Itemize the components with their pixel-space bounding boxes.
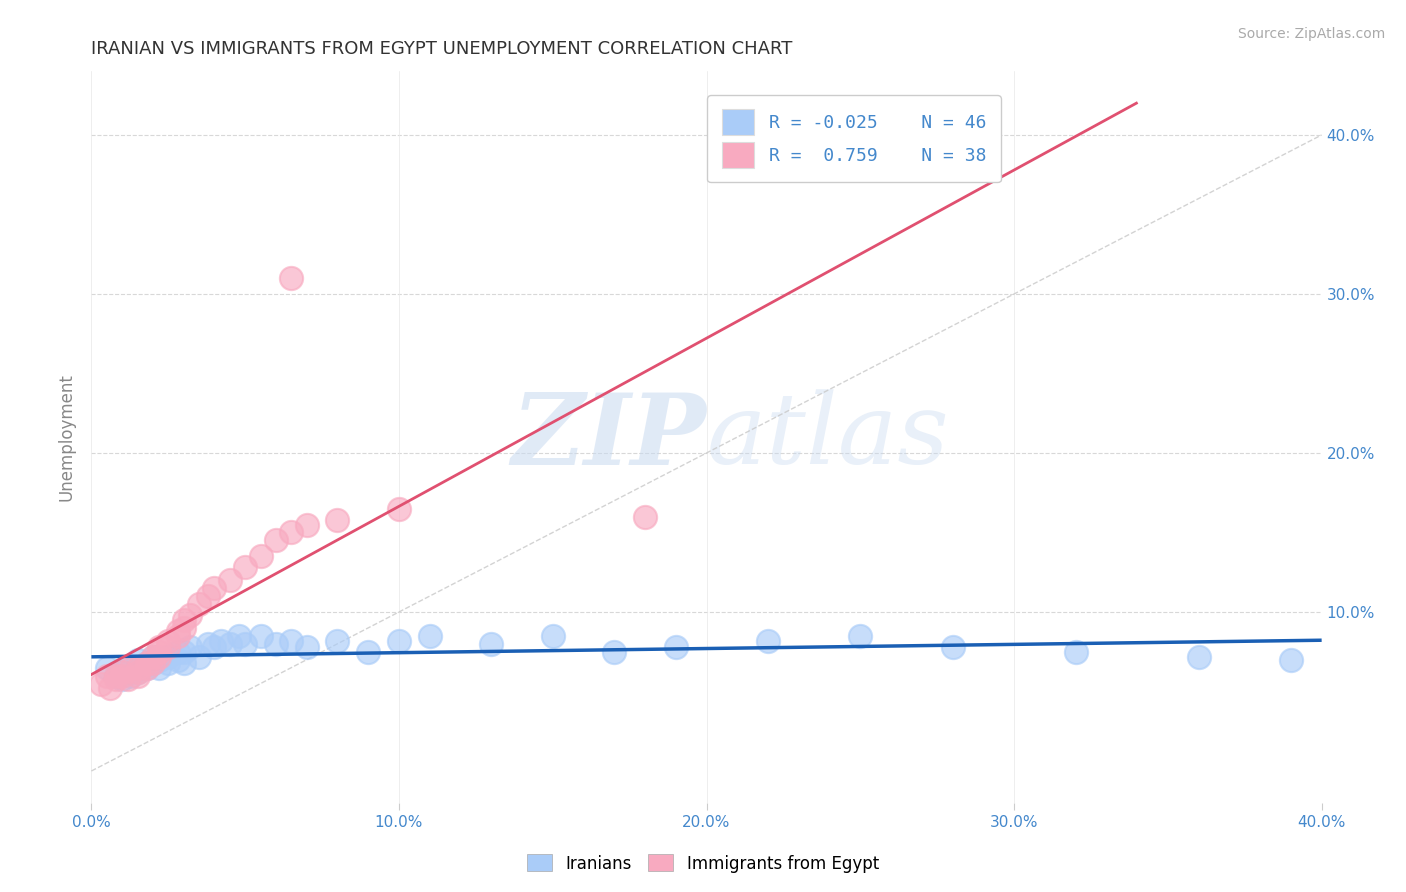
Point: [173, 645, 195, 659]
Point: [388, 501, 411, 516]
Point: [135, 660, 157, 674]
Point: [280, 525, 302, 540]
Point: [98, 681, 121, 696]
Point: [179, 608, 201, 623]
Point: [202, 581, 225, 595]
Point: [326, 513, 349, 527]
Point: [96, 668, 118, 682]
Point: [264, 533, 287, 548]
Point: [105, 672, 127, 686]
Point: [90, 676, 112, 690]
Point: [280, 633, 302, 648]
Text: IRANIAN VS IMMIGRANTS FROM EGYPT UNEMPLOYMENT CORRELATION CHART: IRANIAN VS IMMIGRANTS FROM EGYPT UNEMPLO…: [91, 40, 793, 58]
Point: [111, 665, 134, 680]
Point: [188, 649, 211, 664]
Point: [127, 665, 149, 680]
Text: ZIP: ZIP: [512, 389, 706, 485]
Point: [541, 629, 564, 643]
Point: [1064, 645, 1087, 659]
Point: [419, 629, 441, 643]
Point: [148, 660, 170, 674]
Point: [603, 645, 626, 659]
Point: [111, 672, 134, 686]
Point: [157, 640, 180, 654]
Point: [388, 633, 411, 648]
Legend: R = -0.025    N = 46, R =  0.759    N = 38: R = -0.025 N = 46, R = 0.759 N = 38: [707, 95, 1001, 182]
Point: [105, 668, 127, 682]
Point: [111, 665, 134, 680]
Point: [166, 645, 188, 659]
Point: [197, 637, 219, 651]
Point: [127, 668, 149, 682]
Point: [173, 621, 195, 635]
Point: [479, 637, 502, 651]
Point: [166, 624, 188, 638]
Point: [166, 629, 188, 643]
Point: [173, 656, 195, 670]
Point: [117, 660, 139, 674]
Point: [665, 640, 688, 654]
Point: [157, 656, 180, 670]
Point: [218, 637, 240, 651]
Point: [142, 649, 165, 664]
Point: [148, 640, 170, 654]
Point: [157, 649, 180, 664]
Point: [135, 656, 157, 670]
Point: [218, 573, 240, 587]
Point: [197, 589, 219, 603]
Point: [233, 637, 256, 651]
Point: [249, 629, 271, 643]
Point: [1279, 653, 1302, 667]
Point: [120, 668, 142, 682]
Point: [849, 629, 872, 643]
Point: [166, 653, 188, 667]
Text: atlas: atlas: [706, 390, 949, 484]
Point: [120, 660, 142, 674]
Point: [295, 517, 318, 532]
Point: [142, 656, 165, 670]
Point: [142, 656, 165, 670]
Point: [148, 645, 170, 659]
Point: [756, 633, 779, 648]
Point: [295, 640, 318, 654]
Point: [173, 613, 195, 627]
Point: [127, 653, 149, 667]
Point: [142, 649, 165, 664]
Point: [202, 640, 225, 654]
Point: [157, 633, 180, 648]
Point: [148, 653, 170, 667]
Point: [209, 633, 232, 648]
Y-axis label: Unemployment: Unemployment: [58, 373, 76, 501]
Point: [280, 271, 302, 285]
Point: [148, 649, 170, 664]
Point: [249, 549, 271, 564]
Text: Source: ZipAtlas.com: Source: ZipAtlas.com: [1237, 27, 1385, 41]
Point: [357, 645, 380, 659]
Point: [264, 637, 287, 651]
Legend: Iranians, Immigrants from Egypt: Iranians, Immigrants from Egypt: [520, 847, 886, 880]
Point: [117, 672, 139, 686]
Point: [105, 668, 127, 682]
Point: [179, 640, 201, 654]
Point: [135, 656, 157, 670]
Point: [326, 633, 349, 648]
Point: [96, 660, 118, 674]
Point: [188, 597, 211, 611]
Point: [228, 629, 250, 643]
Point: [127, 665, 149, 680]
Point: [127, 660, 149, 674]
Point: [111, 668, 134, 682]
Point: [942, 640, 965, 654]
Point: [233, 560, 256, 574]
Point: [634, 509, 657, 524]
Point: [1187, 649, 1209, 664]
Point: [135, 660, 157, 674]
